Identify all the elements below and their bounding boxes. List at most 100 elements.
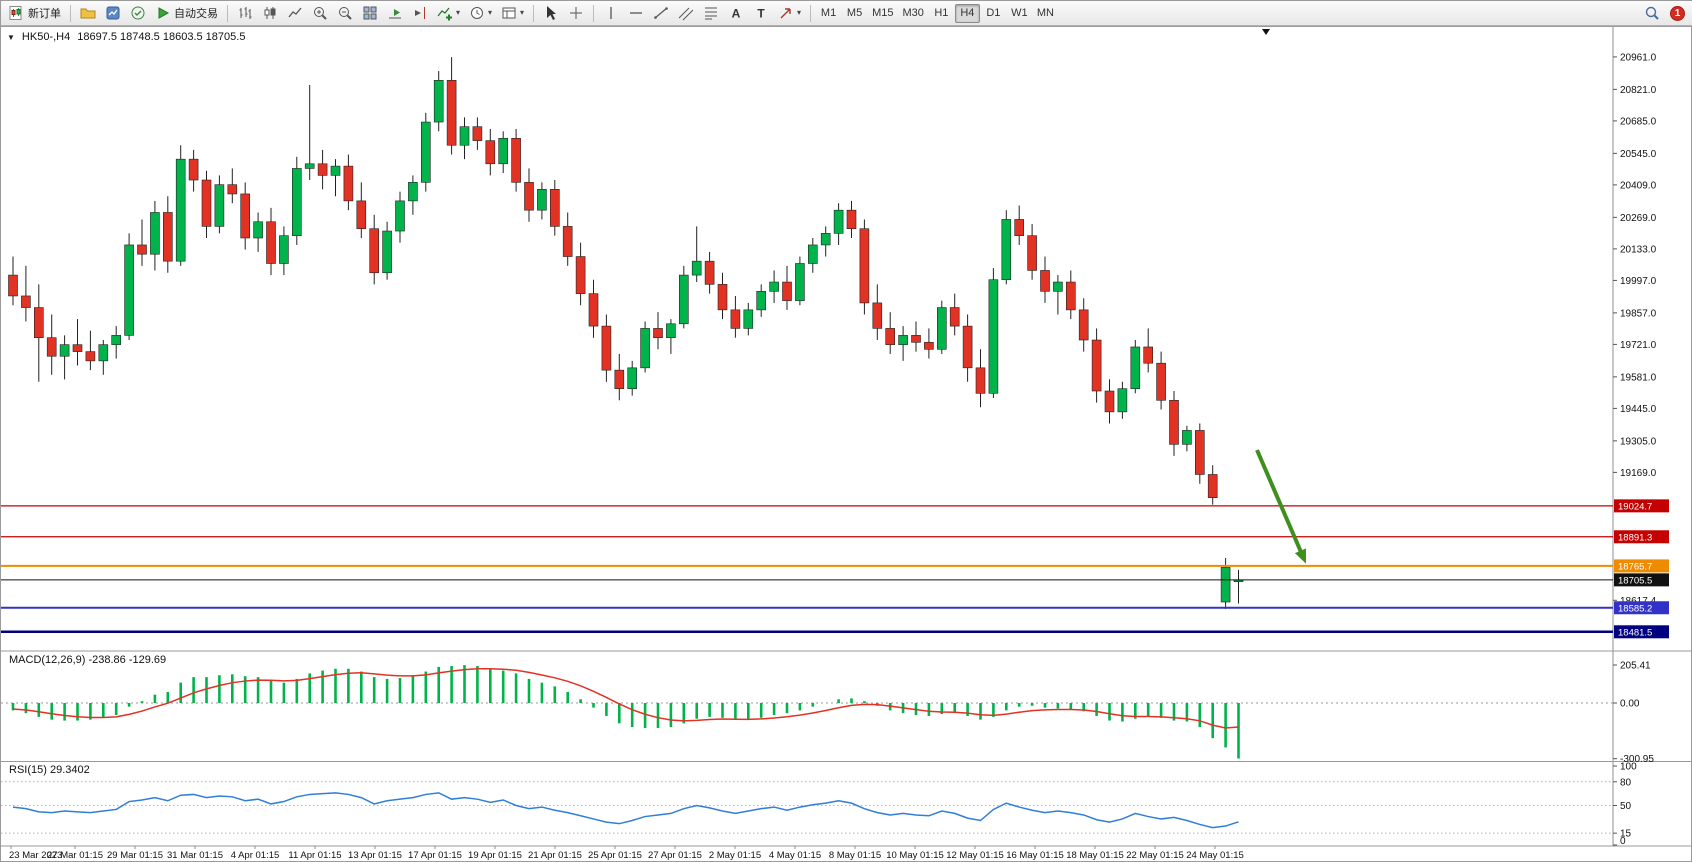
- chart-ohlc-values: 18697.5 18748.5 18603.5 18705.5: [77, 31, 246, 43]
- text-label-tool-button[interactable]: T: [749, 3, 773, 24]
- svg-text:19169.0: 19169.0: [1620, 468, 1657, 479]
- svg-text:19 Apr 01:15: 19 Apr 01:15: [468, 850, 522, 861]
- text-label-icon: T: [757, 7, 765, 21]
- chart-shift-button[interactable]: [408, 3, 432, 24]
- zoom-in-button[interactable]: [308, 3, 332, 24]
- history-center-button[interactable]: [76, 3, 100, 24]
- svg-text:20133.0: 20133.0: [1620, 244, 1657, 255]
- svg-text:27 Mar 01:15: 27 Mar 01:15: [47, 850, 103, 861]
- candlestick-chart-icon: [264, 7, 276, 19]
- horizontal-line-tool-button[interactable]: [624, 3, 648, 24]
- annotations-layer[interactable]: [1255, 29, 1306, 564]
- svg-text:20821.0: 20821.0: [1620, 85, 1657, 96]
- svg-text:17 Apr 01:15: 17 Apr 01:15: [408, 850, 462, 861]
- indicators-button[interactable]: ▾: [433, 3, 464, 24]
- vertical-line-tool-button[interactable]: [599, 3, 623, 24]
- timeframe-button-d1[interactable]: D1: [981, 4, 1006, 23]
- svg-text:27 Apr 01:15: 27 Apr 01:15: [648, 850, 702, 861]
- svg-text:29 Mar 01:15: 29 Mar 01:15: [107, 850, 163, 861]
- collapse-triangle-icon[interactable]: ▼: [7, 32, 15, 42]
- svg-text:20269.0: 20269.0: [1620, 213, 1657, 224]
- auto-trading-button[interactable]: 自动交易: [151, 3, 222, 24]
- svg-text:10 May 01:15: 10 May 01:15: [886, 850, 944, 861]
- crosshair-icon: [570, 7, 583, 19]
- toolbar: 新订单 自动交易: [1, 1, 1692, 26]
- folder-icon: [80, 8, 96, 19]
- tile-windows-button[interactable]: [358, 3, 382, 24]
- svg-text:-300.95: -300.95: [1620, 754, 1654, 765]
- new-order-button[interactable]: 新订单: [5, 3, 65, 24]
- svg-text:205.41: 205.41: [1620, 660, 1651, 671]
- chevron-down-icon: ▾: [520, 8, 525, 17]
- template-icon: [502, 7, 516, 19]
- indicators-icon: [437, 7, 452, 21]
- timeframe-button-m1[interactable]: M1: [816, 4, 841, 23]
- separator: [70, 4, 71, 22]
- svg-text:4 May 01:15: 4 May 01:15: [769, 850, 821, 861]
- line-chart-icon: [288, 7, 302, 18]
- timeframe-button-m15[interactable]: M15: [868, 4, 897, 23]
- market-watch-button[interactable]: [101, 3, 125, 24]
- crosshair-tool-button[interactable]: [564, 3, 588, 24]
- periods-button[interactable]: ▾: [465, 3, 496, 24]
- timeframe-button-mn[interactable]: MN: [1033, 4, 1058, 23]
- trendline-tool-button[interactable]: [649, 3, 673, 24]
- axis-layer: 20961.0 20821.0 20685.0 20545.0 20409.0 20269…: [1, 26, 1692, 861]
- timeframe-button-m30[interactable]: M30: [898, 4, 927, 23]
- svg-text:31 Mar 01:15: 31 Mar 01:15: [167, 850, 223, 861]
- svg-text:0.00: 0.00: [1620, 699, 1640, 710]
- svg-text:T: T: [757, 7, 765, 21]
- timeframe-button-m5[interactable]: M5: [842, 4, 867, 23]
- timeframe-button-h4[interactable]: H4: [954, 3, 980, 23]
- svg-text:19024.7: 19024.7: [1618, 501, 1652, 512]
- candlestick-chart-button[interactable]: [258, 3, 282, 24]
- templates-button[interactable]: ▾: [497, 3, 528, 24]
- text-tool-button[interactable]: A: [724, 3, 748, 24]
- cursor-tool-button[interactable]: [539, 3, 563, 24]
- separator: [227, 4, 228, 22]
- vertical-line-icon: [610, 7, 612, 19]
- zoom-out-icon: [339, 7, 352, 20]
- chevron-down-icon: ▾: [797, 8, 802, 17]
- svg-text:24 May 01:15: 24 May 01:15: [1186, 850, 1244, 861]
- channel-icon: [678, 7, 694, 21]
- notification-badge[interactable]: 1: [1670, 5, 1685, 21]
- chart-shift-icon: [415, 7, 425, 19]
- strategy-tester-button[interactable]: [126, 3, 150, 24]
- trend-arrow-annotation[interactable]: [1255, 449, 1306, 564]
- timeframe-button-h1[interactable]: H1: [929, 4, 954, 23]
- tester-icon: [131, 6, 145, 20]
- timeframe-button-w1[interactable]: W1: [1007, 4, 1032, 23]
- cursor-icon: [547, 6, 557, 20]
- bar-chart-icon: [239, 7, 252, 19]
- svg-text:19581.0: 19581.0: [1620, 372, 1657, 383]
- separator: [810, 4, 812, 22]
- bar-chart-button[interactable]: [233, 3, 257, 24]
- svg-text:18481.5: 18481.5: [1618, 627, 1652, 638]
- svg-text:13 Apr 01:15: 13 Apr 01:15: [348, 850, 402, 861]
- svg-text:18585.2: 18585.2: [1618, 603, 1652, 614]
- new-order-icon: [9, 6, 22, 20]
- clock-icon: [471, 7, 484, 19]
- separator: [533, 4, 535, 22]
- price-level-lines-layer[interactable]: 19024.7 18891.3 18765.7 18705.5 18585.2 18481…: [1, 499, 1669, 638]
- svg-text:80: 80: [1620, 777, 1632, 788]
- auto-scroll-button[interactable]: [383, 3, 407, 24]
- svg-text:18705.5: 18705.5: [1618, 575, 1652, 586]
- svg-text:19721.0: 19721.0: [1620, 340, 1657, 351]
- object-anchor-marker[interactable]: [1262, 29, 1270, 35]
- zoom-out-button[interactable]: [333, 3, 357, 24]
- fibonacci-icon: [705, 7, 718, 20]
- svg-text:23 Mar 2023: 23 Mar 2023: [9, 850, 62, 861]
- fibonacci-tool-button[interactable]: [699, 3, 723, 24]
- svg-text:50: 50: [1620, 801, 1632, 812]
- channel-tool-button[interactable]: [674, 3, 698, 24]
- arrows-tool-button[interactable]: ▾: [774, 3, 805, 24]
- tile-windows-icon: [363, 6, 377, 20]
- toolbar-right-group: 1: [1640, 3, 1689, 24]
- svg-text:18891.3: 18891.3: [1618, 532, 1652, 543]
- svg-text:19997.0: 19997.0: [1620, 276, 1657, 287]
- line-chart-button[interactable]: [283, 3, 307, 24]
- search-button[interactable]: [1640, 3, 1664, 24]
